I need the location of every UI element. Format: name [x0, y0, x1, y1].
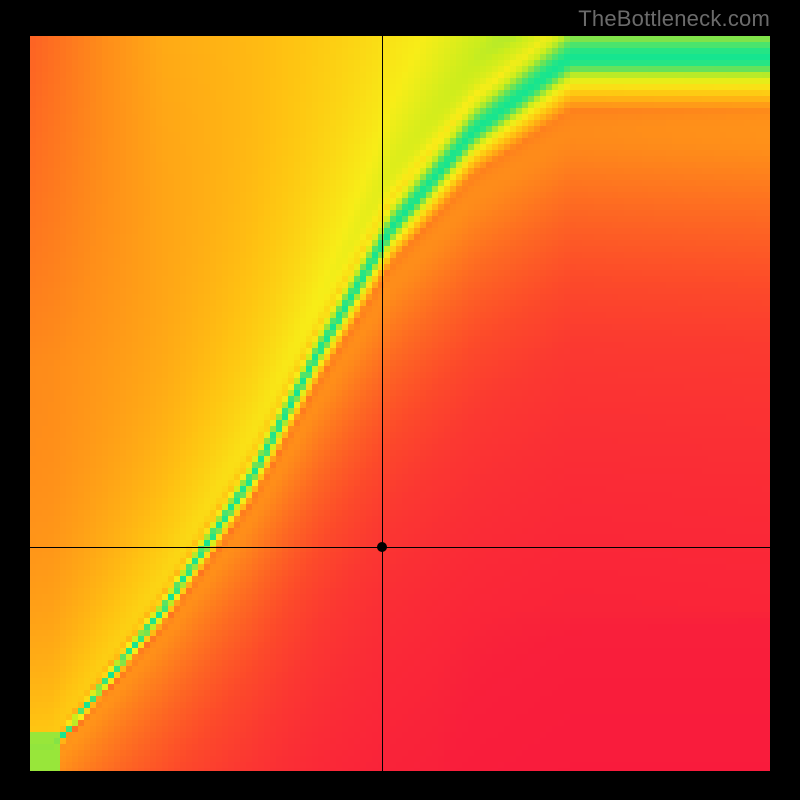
crosshair-vertical-line	[382, 36, 383, 771]
chart-root: TheBottleneck.com	[0, 0, 800, 800]
crosshair-marker-dot	[377, 542, 387, 552]
crosshair-horizontal-line	[30, 547, 770, 548]
watermark-text: TheBottleneck.com	[578, 6, 770, 32]
heatmap-canvas	[30, 36, 770, 771]
heatmap-plot-area	[30, 36, 770, 771]
